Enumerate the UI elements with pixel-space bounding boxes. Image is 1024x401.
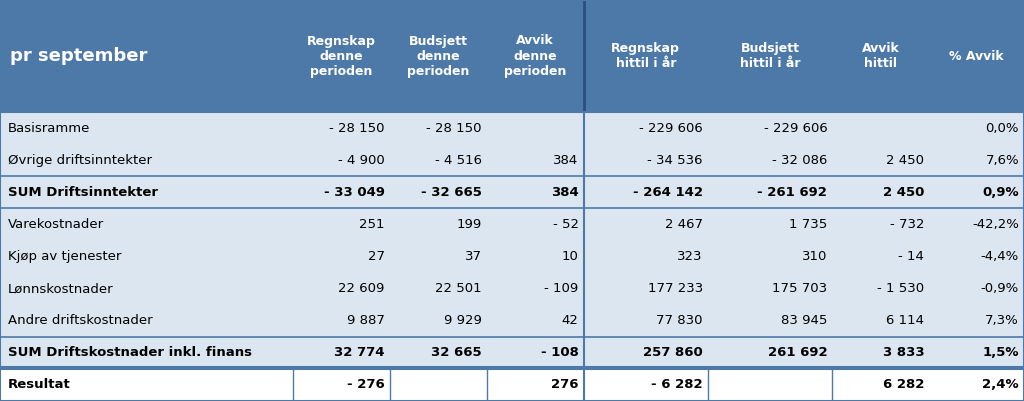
Text: 22 609: 22 609 xyxy=(338,282,385,295)
Text: 1,5%: 1,5% xyxy=(982,346,1019,359)
Text: 1 735: 1 735 xyxy=(790,218,827,231)
Text: -42,2%: -42,2% xyxy=(972,218,1019,231)
Text: 6 282: 6 282 xyxy=(883,379,925,391)
Bar xyxy=(0,337,1024,369)
Text: - 32 665: - 32 665 xyxy=(421,186,481,199)
Text: 384: 384 xyxy=(553,154,579,167)
Text: Budsjett
hittil i år: Budsjett hittil i år xyxy=(740,42,801,70)
Text: 2 450: 2 450 xyxy=(883,186,925,199)
Text: 261 692: 261 692 xyxy=(768,346,827,359)
Bar xyxy=(0,0,1024,112)
Text: -4,4%: -4,4% xyxy=(981,250,1019,263)
Text: 22 501: 22 501 xyxy=(435,282,481,295)
Text: 384: 384 xyxy=(551,186,579,199)
Text: Kjøp av tjenester: Kjøp av tjenester xyxy=(8,250,122,263)
Text: Regnskap
hittil i år: Regnskap hittil i år xyxy=(611,42,680,70)
Text: SUM Driftsinntekter: SUM Driftsinntekter xyxy=(8,186,158,199)
Text: - 261 692: - 261 692 xyxy=(758,186,827,199)
Text: 3 833: 3 833 xyxy=(883,346,925,359)
Bar xyxy=(0,241,1024,273)
Text: Varekostnader: Varekostnader xyxy=(8,218,104,231)
Text: Avvik
hittil: Avvik hittil xyxy=(862,42,900,70)
Bar xyxy=(0,369,1024,401)
Text: - 229 606: - 229 606 xyxy=(764,122,827,135)
Text: 32 665: 32 665 xyxy=(431,346,481,359)
Text: 10: 10 xyxy=(562,250,579,263)
Text: 6 114: 6 114 xyxy=(886,314,925,327)
Text: SUM Driftskostnader inkl. finans: SUM Driftskostnader inkl. finans xyxy=(8,346,252,359)
Text: - 6 282: - 6 282 xyxy=(651,379,702,391)
Text: 27: 27 xyxy=(368,250,385,263)
Text: Andre driftskostnader: Andre driftskostnader xyxy=(8,314,153,327)
Bar xyxy=(0,144,1024,176)
Text: -0,9%: -0,9% xyxy=(981,282,1019,295)
Text: Avvik
denne
perioden: Avvik denne perioden xyxy=(504,34,566,77)
Bar xyxy=(0,209,1024,241)
Text: 0,9%: 0,9% xyxy=(982,186,1019,199)
Text: - 264 142: - 264 142 xyxy=(633,186,702,199)
Bar xyxy=(0,273,1024,305)
Text: - 229 606: - 229 606 xyxy=(639,122,702,135)
Text: - 32 086: - 32 086 xyxy=(772,154,827,167)
Text: 7,6%: 7,6% xyxy=(985,154,1019,167)
Text: - 732: - 732 xyxy=(890,218,925,231)
Text: Resultat: Resultat xyxy=(8,379,71,391)
Text: % Avvik: % Avvik xyxy=(949,49,1004,63)
Text: 0,0%: 0,0% xyxy=(985,122,1019,135)
Text: - 28 150: - 28 150 xyxy=(330,122,385,135)
Text: 276: 276 xyxy=(551,379,579,391)
Text: 257 860: 257 860 xyxy=(643,346,702,359)
Text: 2,4%: 2,4% xyxy=(982,379,1019,391)
Text: - 34 536: - 34 536 xyxy=(647,154,702,167)
Text: 7,3%: 7,3% xyxy=(985,314,1019,327)
Text: - 52: - 52 xyxy=(553,218,579,231)
Text: 9 929: 9 929 xyxy=(443,314,481,327)
Text: Regnskap
denne
perioden: Regnskap denne perioden xyxy=(307,34,376,77)
Text: Lønnskostnader: Lønnskostnader xyxy=(8,282,114,295)
Text: 251: 251 xyxy=(359,218,385,231)
Text: 175 703: 175 703 xyxy=(772,282,827,295)
Text: 199: 199 xyxy=(457,218,481,231)
Text: 9 887: 9 887 xyxy=(347,314,385,327)
Bar xyxy=(0,112,1024,144)
Text: - 4 900: - 4 900 xyxy=(338,154,385,167)
Text: Budsjett
denne
perioden: Budsjett denne perioden xyxy=(408,34,469,77)
Text: 37: 37 xyxy=(465,250,481,263)
Text: - 33 049: - 33 049 xyxy=(324,186,385,199)
Text: 323: 323 xyxy=(678,250,702,263)
Text: 32 774: 32 774 xyxy=(334,346,385,359)
Text: 42: 42 xyxy=(562,314,579,327)
Text: Øvrige driftsinntekter: Øvrige driftsinntekter xyxy=(8,154,152,167)
Text: 2 467: 2 467 xyxy=(665,218,702,231)
Text: 310: 310 xyxy=(802,250,827,263)
Text: - 4 516: - 4 516 xyxy=(435,154,481,167)
Bar xyxy=(0,176,1024,209)
Text: pr september: pr september xyxy=(10,47,147,65)
Text: - 108: - 108 xyxy=(541,346,579,359)
Text: - 28 150: - 28 150 xyxy=(426,122,481,135)
Text: 177 233: 177 233 xyxy=(648,282,702,295)
Text: - 1 530: - 1 530 xyxy=(878,282,925,295)
Text: 83 945: 83 945 xyxy=(781,314,827,327)
Text: - 109: - 109 xyxy=(545,282,579,295)
Text: 2 450: 2 450 xyxy=(886,154,925,167)
Text: - 14: - 14 xyxy=(898,250,925,263)
Text: - 276: - 276 xyxy=(347,379,385,391)
Text: Basisramme: Basisramme xyxy=(8,122,90,135)
Bar xyxy=(0,305,1024,337)
Text: 77 830: 77 830 xyxy=(656,314,702,327)
